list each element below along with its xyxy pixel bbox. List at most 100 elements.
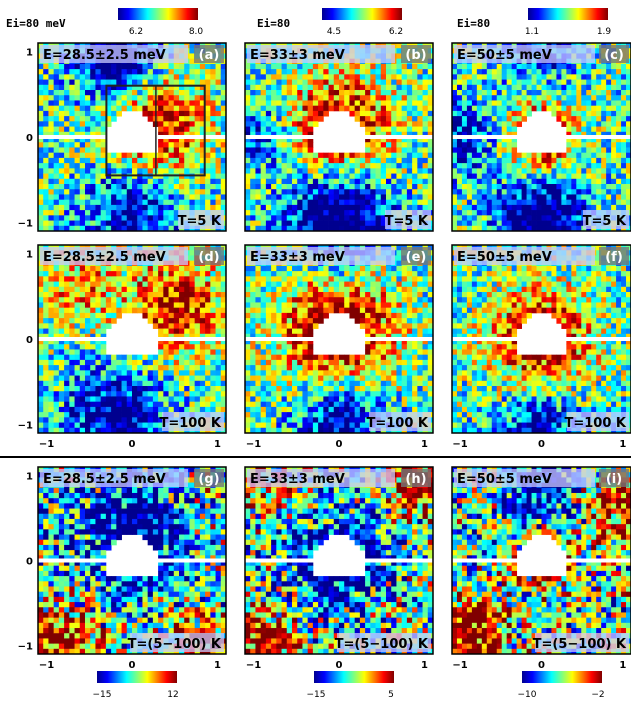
heatmap-cell (210, 265, 216, 272)
heatmap-cell (536, 69, 542, 75)
heatmap-cell (132, 386, 138, 392)
heatmap-cell (427, 74, 434, 80)
heatmap-cell (576, 137, 582, 143)
heatmap-cell (69, 401, 75, 408)
heatmap-cell (85, 265, 91, 272)
heatmap-cell (220, 95, 227, 101)
heatmap-cell (307, 168, 314, 174)
heatmap-cell (576, 184, 582, 190)
heatmap-cell (205, 386, 211, 392)
heatmap-cell (616, 157, 622, 164)
heatmap-cell (452, 147, 458, 154)
heatmap-cell (74, 215, 81, 221)
heatmap-cell (147, 215, 154, 221)
heatmap-cell (571, 79, 577, 86)
heatmap-cell (370, 131, 376, 138)
heatmap-cell (571, 116, 577, 122)
heatmap-cell (90, 110, 96, 117)
heatmap-cell (456, 95, 463, 101)
heatmap-cell (142, 354, 149, 361)
heatmap-cell (302, 163, 309, 169)
heatmap-cell (302, 199, 309, 206)
heatmap-cell (466, 184, 473, 190)
heatmap-cell (417, 163, 423, 169)
heatmap-cell (297, 137, 303, 143)
heatmap-cell (158, 152, 164, 159)
heatmap-cell (551, 225, 557, 232)
heatmap-cell (452, 105, 458, 112)
heatmap-cell (255, 100, 262, 107)
heatmap-cell (95, 157, 102, 164)
heatmap-cell (506, 210, 513, 216)
heatmap-cell (339, 157, 345, 164)
heatmap-cell (137, 396, 143, 403)
heatmap-cell (132, 69, 138, 75)
heatmap-cell (95, 265, 102, 272)
heatmap-cell (370, 69, 376, 75)
heatmap-cell (126, 225, 133, 232)
heatmap-cell (111, 375, 117, 382)
heatmap-cell (43, 90, 49, 96)
heatmap-cell (69, 199, 75, 206)
heatmap-cell (297, 95, 303, 101)
heatmap-cell (365, 110, 371, 117)
heatmap-cell (511, 173, 518, 180)
heatmap-cell (173, 74, 180, 80)
heatmap-cell (194, 265, 201, 272)
colorbar-top-c-min: 1.1 (525, 27, 539, 37)
heatmap-cell (323, 105, 329, 112)
heatmap-cell (466, 100, 473, 107)
heatmap-cell (591, 168, 597, 174)
heatmap-cell (184, 281, 190, 288)
heatmap-cell (380, 69, 387, 75)
heatmap-cell (318, 100, 324, 107)
heatmap-cell (302, 157, 309, 164)
heatmap-cell (302, 100, 309, 107)
heatmap-cell (90, 380, 96, 387)
heatmap-cell (386, 147, 392, 154)
heatmap-cell (576, 110, 582, 117)
heatmap-cell (611, 84, 617, 91)
heatmap-cell (116, 225, 122, 232)
heatmap-cell (121, 375, 128, 382)
heatmap-cell (333, 90, 340, 96)
heatmap-cell (511, 215, 518, 221)
heatmap-cell (189, 163, 196, 169)
heatmap-cell (255, 74, 262, 80)
heatmap-cell (265, 84, 272, 91)
heatmap-cell (333, 168, 340, 174)
heatmap-cell (74, 396, 81, 403)
heatmap-cell (79, 105, 86, 112)
heatmap-cell (370, 142, 376, 148)
heatmap-cell (386, 69, 392, 75)
heatmap-cell (100, 375, 107, 382)
heatmap-cell (412, 178, 418, 185)
heatmap-cell (105, 95, 112, 101)
heatmap-cell (370, 199, 376, 206)
heatmap-cell (132, 204, 138, 211)
heatmap-cell (95, 199, 102, 206)
heatmap-cell (596, 43, 602, 49)
heatmap-cell (496, 105, 503, 112)
heatmap-cell (116, 276, 122, 282)
heatmap-cell (511, 189, 518, 195)
heatmap-cell (621, 105, 627, 112)
heatmap-cell (339, 225, 345, 232)
heatmap-cell (255, 199, 262, 206)
heatmap-cell (58, 323, 65, 329)
heatmap-cell (260, 220, 267, 227)
heatmap-cell (566, 137, 572, 143)
heatmap-cell (486, 137, 493, 143)
heatmap-cell (173, 163, 180, 169)
heatmap-cell (471, 90, 478, 96)
heatmap-cell (189, 110, 196, 117)
heatmap-cell (100, 215, 107, 221)
heatmap-cell (205, 152, 211, 159)
heatmap-cell (173, 292, 180, 298)
heatmap-cell (137, 422, 143, 429)
heatmap-cell (158, 157, 164, 164)
heatmap-cell (271, 184, 277, 190)
heatmap-cell (43, 292, 49, 298)
heatmap-cell (90, 281, 96, 288)
heatmap-cell (281, 116, 288, 122)
